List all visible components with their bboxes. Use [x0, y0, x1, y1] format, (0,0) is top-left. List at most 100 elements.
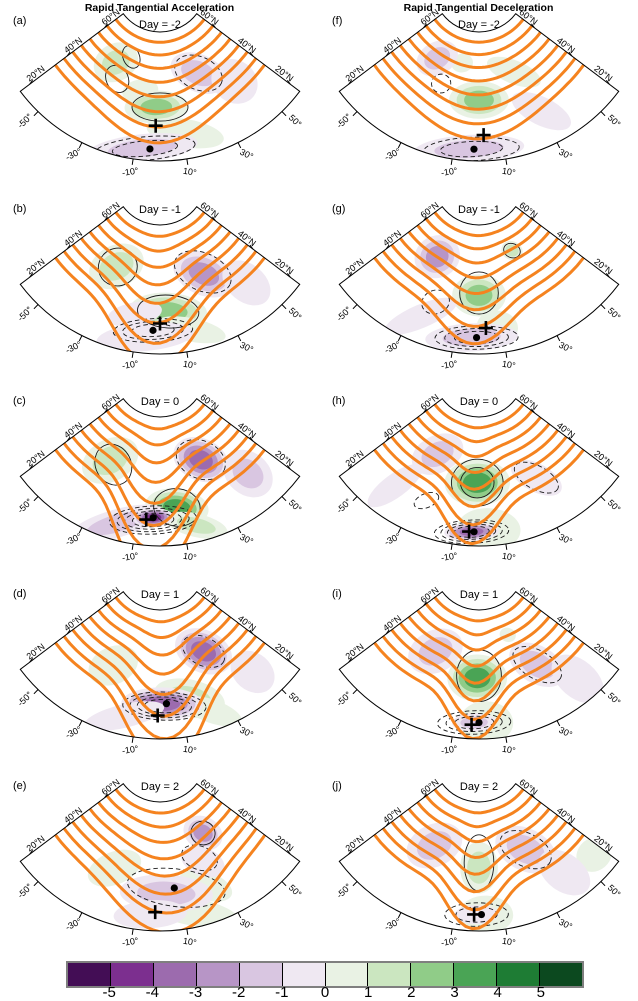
svg-text:-10°: -10° — [440, 165, 458, 177]
svg-text:30°: 30° — [238, 147, 255, 162]
svg-text:30°: 30° — [557, 147, 574, 162]
cyclone-dot-marker — [162, 700, 171, 708]
panel-g: -50°-30°-10° 10°30°50°20°N40°N60°N20°N40°… — [332, 200, 623, 371]
colorbar-segment — [68, 963, 110, 986]
colorbar-tick-label: -5 — [102, 984, 116, 1001]
colorbar-tick-label: 0 — [320, 984, 330, 1001]
svg-text:10°: 10° — [182, 744, 197, 756]
svg-text:50°: 50° — [606, 498, 623, 515]
svg-text:20°N: 20°N — [273, 256, 295, 276]
cyclone-dot-marker — [170, 884, 178, 892]
svg-text:-10°: -10° — [440, 935, 458, 947]
svg-text:-30°: -30° — [383, 531, 403, 548]
panel-e: -50°-30°-10° 10°30°50°20°N40°N60°N20°N40°… — [13, 777, 304, 948]
svg-text:-50°: -50° — [334, 111, 353, 130]
svg-text:-30°: -30° — [383, 146, 403, 163]
svg-text:-30°: -30° — [64, 146, 84, 163]
svg-text:20°N: 20°N — [273, 641, 295, 661]
map-boundary — [19, 397, 301, 547]
svg-text:-10°: -10° — [121, 550, 139, 562]
svg-text:10°: 10° — [501, 936, 516, 948]
plus-marker — [476, 128, 491, 143]
svg-text:30°: 30° — [557, 532, 574, 547]
svg-text:20°N: 20°N — [592, 256, 614, 276]
cyclone-dot-marker — [146, 145, 154, 153]
svg-text:30°: 30° — [557, 340, 574, 355]
plus-marker — [150, 708, 165, 723]
panel-letter: (b) — [13, 203, 26, 215]
colorbar-segment — [281, 963, 325, 986]
svg-text:20°N: 20°N — [25, 63, 47, 83]
panel-d: -50°-30°-10° 10°30°50°20°N40°N60°N20°N40°… — [13, 585, 304, 756]
colorbar-tick-label: 2 — [407, 984, 416, 1001]
svg-text:-10°: -10° — [440, 550, 458, 562]
svg-text:10°: 10° — [182, 359, 197, 371]
panel-letter: (e) — [13, 780, 26, 792]
svg-text:30°: 30° — [557, 917, 574, 932]
colorbar-tick-label: 3 — [450, 984, 459, 1001]
panel-a: -50°-30°-10° 10°30°50°20°N40°N60°N20°N40°… — [13, 7, 304, 178]
svg-text:20°N: 20°N — [25, 256, 47, 276]
svg-text:30°: 30° — [238, 340, 255, 355]
day-label: Day = 0 — [141, 396, 179, 408]
svg-text:20°N: 20°N — [344, 256, 366, 276]
svg-text:-30°: -30° — [64, 724, 84, 741]
svg-text:-50°: -50° — [15, 304, 34, 323]
jet-contours-layer — [373, 210, 585, 346]
svg-text:10°: 10° — [182, 166, 197, 178]
svg-text:10°: 10° — [182, 551, 197, 563]
svg-text:-50°: -50° — [334, 881, 353, 900]
colorbar-tick-label: 1 — [363, 984, 373, 1001]
svg-text:20°N: 20°N — [273, 63, 295, 83]
colorbar-tick-label: 4 — [493, 984, 502, 1001]
colorbar-tick-label: -1 — [275, 984, 289, 1001]
svg-text:20°N: 20°N — [25, 833, 47, 853]
svg-text:-30°: -30° — [64, 916, 84, 933]
svg-text:20°N: 20°N — [592, 448, 614, 468]
jet-contours-layer — [372, 17, 586, 141]
cyclone-dot-marker — [477, 910, 486, 919]
day-label: Day = -1 — [139, 204, 181, 216]
svg-text:-10°: -10° — [121, 358, 139, 370]
panel-c: -50°-30°-10° 10°30°50°20°N40°N60°N20°N40°… — [13, 392, 304, 563]
panel-letter: (h) — [332, 395, 345, 407]
panel-f: -50°-30°-10° 10°30°50°20°N40°N60°N20°N40°… — [332, 7, 623, 178]
cyclone-dot-marker — [149, 326, 157, 334]
svg-text:10°: 10° — [501, 744, 516, 756]
colorbar-tick-label: -4 — [145, 984, 159, 1001]
colorbar — [66, 961, 584, 988]
map-boundary — [19, 590, 301, 740]
colorbar-tick-label: -3 — [188, 984, 203, 1001]
panel-letter: (i) — [332, 588, 342, 600]
svg-text:-30°: -30° — [383, 339, 403, 356]
colorbar-segment — [152, 963, 196, 986]
column-acceleration: Rapid Tangential Acceleration -50° -30° -1… — [0, 0, 319, 958]
plus-marker — [148, 118, 163, 133]
panel-letter: (c) — [13, 395, 26, 407]
svg-text:-50°: -50° — [334, 689, 353, 708]
panel-h: -50°-30°-10° 10°30°50°20°N40°N60°N20°N40°… — [332, 392, 623, 563]
panel-i: -50°-30°-10° 10°30°50°20°N40°N60°N20°N40°… — [332, 585, 623, 756]
svg-text:50°: 50° — [287, 113, 304, 130]
svg-text:30°: 30° — [238, 532, 255, 547]
jet-contours-layer — [53, 787, 267, 931]
panel-letter: (f) — [332, 15, 342, 27]
svg-text:20°N: 20°N — [344, 63, 366, 83]
svg-text:20°N: 20°N — [344, 641, 366, 661]
svg-text:-50°: -50° — [15, 496, 34, 515]
panel-letter: (a) — [13, 15, 26, 27]
svg-text:-50°: -50° — [15, 689, 34, 708]
column-title-acceleration: Rapid Tangential Acceleration — [84, 2, 235, 14]
jet-contours-layer — [54, 210, 266, 354]
svg-text:20°N: 20°N — [344, 448, 366, 468]
map-boundary — [338, 782, 620, 932]
map-boundary — [19, 205, 301, 355]
day-label: Day = 1 — [141, 589, 179, 601]
cyclone-dot-marker — [470, 145, 478, 153]
svg-text:30°: 30° — [238, 917, 255, 932]
panel-letter: (j) — [332, 780, 342, 792]
jet-contours-layer — [373, 402, 585, 546]
svg-text:20°N: 20°N — [592, 641, 614, 661]
jet-contours-layer — [54, 402, 266, 546]
